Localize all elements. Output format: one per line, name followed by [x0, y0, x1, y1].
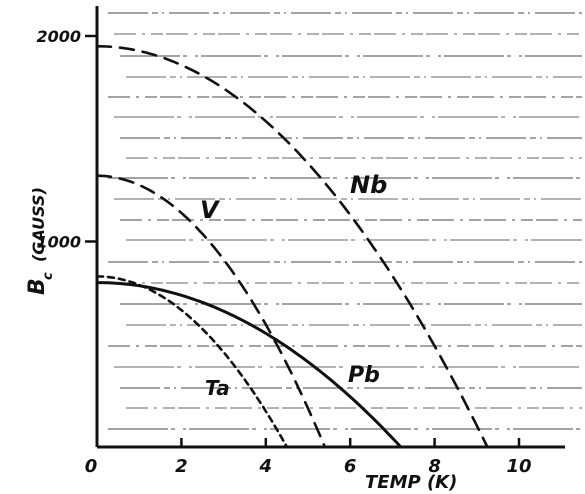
y-axis-label-main: B: [25, 278, 50, 295]
y-axis-label-subscript: c: [41, 272, 56, 280]
x-axis-ticks: 0 2 4 6 8 10: [85, 438, 532, 477]
series-line-nb: [95, 45, 489, 449]
series-label-ta: Ta: [205, 376, 230, 400]
series-group: [95, 45, 489, 449]
x-tick-label: 8: [428, 456, 441, 477]
y-axis-ticks: 1000 2000: [36, 27, 97, 252]
x-tick-label: 0: [85, 456, 98, 477]
y-tick-label: 1000: [36, 233, 81, 252]
x-tick-label: 10: [506, 456, 531, 477]
series-label-nb: Nb: [350, 171, 387, 199]
series-label-pb: Pb: [348, 363, 380, 388]
x-axis-label: TEMP (K): [365, 472, 457, 493]
x-tick-label: 4: [259, 456, 273, 477]
series-line-pb: [95, 281, 403, 449]
y-tick-label: 2000: [36, 27, 81, 46]
background-streaks: [108, 12, 582, 430]
series-line-ta: [95, 275, 289, 449]
y-axis-label-units: (GAUSS): [29, 187, 48, 262]
series-line-v: [95, 174, 327, 449]
x-tick-label: 2: [175, 456, 188, 477]
y-axis-label: B c (GAUSS): [25, 187, 56, 295]
series-labels: Nb V Pb Ta: [200, 171, 387, 400]
series-label-v: V: [200, 196, 221, 224]
x-tick-label: 6: [344, 456, 357, 477]
